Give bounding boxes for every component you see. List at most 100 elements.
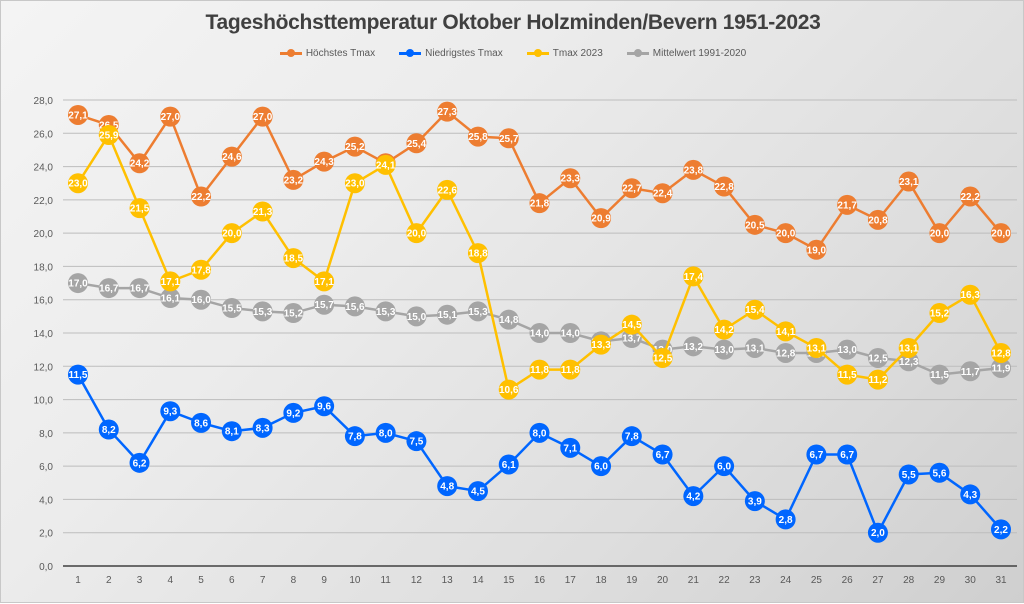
data-point: [529, 323, 550, 343]
x-tick-label: 23: [749, 575, 761, 586]
data-label: 11,8: [561, 365, 580, 376]
y-axis: 0,0 2,0 4,0 6,0 8,0 10,0 12,0 14,0 16,0 18,0 20,0 2…: [34, 96, 54, 573]
data-point: [621, 178, 642, 199]
series-niedrigstes-tmax: 11,5 8,2 6,2 9,3 8,6 8,1 8,3 9,2 9,6 7,8 8,0 7,5 4,8…: [68, 364, 1011, 543]
data-point: [252, 201, 273, 222]
data-point: [68, 104, 88, 125]
data-label: 22,2: [960, 192, 980, 203]
chart-legend: Höchstes Tmax Niedrigstes Tmax Tmax 2023…: [1, 48, 1024, 59]
data-label: 8,6: [194, 418, 208, 429]
data-label: 12,8: [776, 348, 796, 359]
data-label: 12,3: [899, 357, 919, 368]
x-tick-label: 16: [534, 575, 546, 586]
data-label: 6,1: [502, 460, 516, 471]
data-label: 27,1: [68, 110, 88, 121]
data-label: 23,2: [284, 175, 304, 186]
data-label: 20,0: [776, 229, 796, 240]
data-point: [406, 431, 427, 452]
data-point: [960, 284, 981, 305]
x-tick-label: 14: [472, 575, 484, 586]
data-label: 23,3: [561, 174, 581, 185]
legend-label-hoechstes: Höchstes Tmax: [305, 48, 376, 59]
data-label: 24,3: [314, 157, 334, 168]
data-point: [252, 417, 273, 438]
data-point: [867, 347, 888, 368]
data-point: [929, 364, 950, 385]
data-label: 27,3: [437, 107, 457, 118]
data-point: [529, 193, 550, 214]
legend-swatch-hoechstes: [279, 49, 302, 57]
data-point: [683, 266, 704, 287]
data-label: 25,8: [468, 132, 488, 143]
data-point: [991, 223, 1011, 244]
y-tick-label: 18,0: [34, 262, 54, 273]
data-point: [129, 198, 150, 219]
data-point: [744, 299, 765, 320]
data-label: 17,0: [68, 279, 88, 290]
data-point: [929, 303, 950, 324]
data-label: 14,5: [622, 320, 642, 331]
data-point: [68, 173, 88, 194]
data-point: [375, 154, 396, 175]
data-label: 11,5: [838, 370, 857, 381]
y-tick-label: 12,0: [34, 362, 54, 373]
data-point: [98, 278, 119, 299]
data-point: [621, 314, 642, 335]
legend-item-hoechstes: Höchstes Tmax: [279, 48, 376, 59]
chart-title: Tageshöchsttemperatur Oktober Holzminden…: [205, 11, 821, 34]
data-point: [467, 301, 488, 322]
y-tick-label: 28,0: [34, 96, 54, 107]
data-point: [375, 422, 396, 443]
data-point: [714, 176, 735, 197]
data-point: [683, 486, 704, 507]
data-point: [191, 259, 212, 280]
data-point: [929, 223, 950, 244]
data-label: 20,8: [868, 215, 888, 226]
x-tick-label: 5: [198, 575, 204, 586]
legend-item-mittelwert: Mittelwert 1991-2020: [626, 48, 746, 59]
data-point: [867, 209, 888, 230]
data-label: 11,8: [530, 365, 549, 376]
series-h-chstes-tmax: 27,126,524,227,022,224,627,023,224,325,2…: [68, 101, 1011, 260]
data-label: 27,0: [253, 112, 273, 123]
data-point: [837, 194, 858, 215]
data-point: [714, 339, 735, 360]
data-label: 14,0: [530, 329, 550, 340]
data-point: [437, 476, 458, 497]
data-point: [160, 401, 181, 422]
x-tick-label: 29: [934, 575, 946, 586]
data-point: [714, 456, 735, 477]
data-point: [129, 452, 150, 473]
data-point: [837, 364, 858, 385]
data-point: [221, 421, 242, 442]
data-label: 6,7: [840, 450, 854, 461]
data-point: [160, 271, 181, 292]
y-tick-label: 20,0: [34, 229, 54, 240]
data-point: [775, 321, 796, 342]
x-tick-label: 15: [503, 575, 515, 586]
data-point: [867, 522, 888, 543]
data-point: [467, 481, 488, 502]
data-label: 11,5: [930, 370, 949, 381]
data-point: [191, 186, 212, 207]
data-point: [437, 304, 458, 325]
data-label: 9,2: [286, 408, 300, 419]
data-label: 12,5: [868, 353, 888, 364]
x-tick-label: 10: [349, 575, 361, 586]
data-label: 18,5: [284, 254, 304, 265]
data-label: 12,5: [653, 353, 673, 364]
data-label: 16,0: [191, 295, 211, 306]
data-point: [498, 379, 519, 400]
data-label: 11,9: [992, 363, 1011, 374]
data-label: 11,2: [868, 375, 887, 386]
data-label: 15,4: [745, 305, 765, 316]
legend-label-niedrigstes: Niedrigstes Tmax: [425, 48, 503, 59]
data-point: [683, 336, 704, 357]
data-label: 13,1: [807, 343, 827, 354]
x-tick-label: 24: [780, 575, 792, 586]
series-line: [77, 109, 1002, 252]
data-point: [775, 509, 796, 530]
data-label: 20,0: [991, 229, 1011, 240]
data-point: [221, 298, 242, 319]
